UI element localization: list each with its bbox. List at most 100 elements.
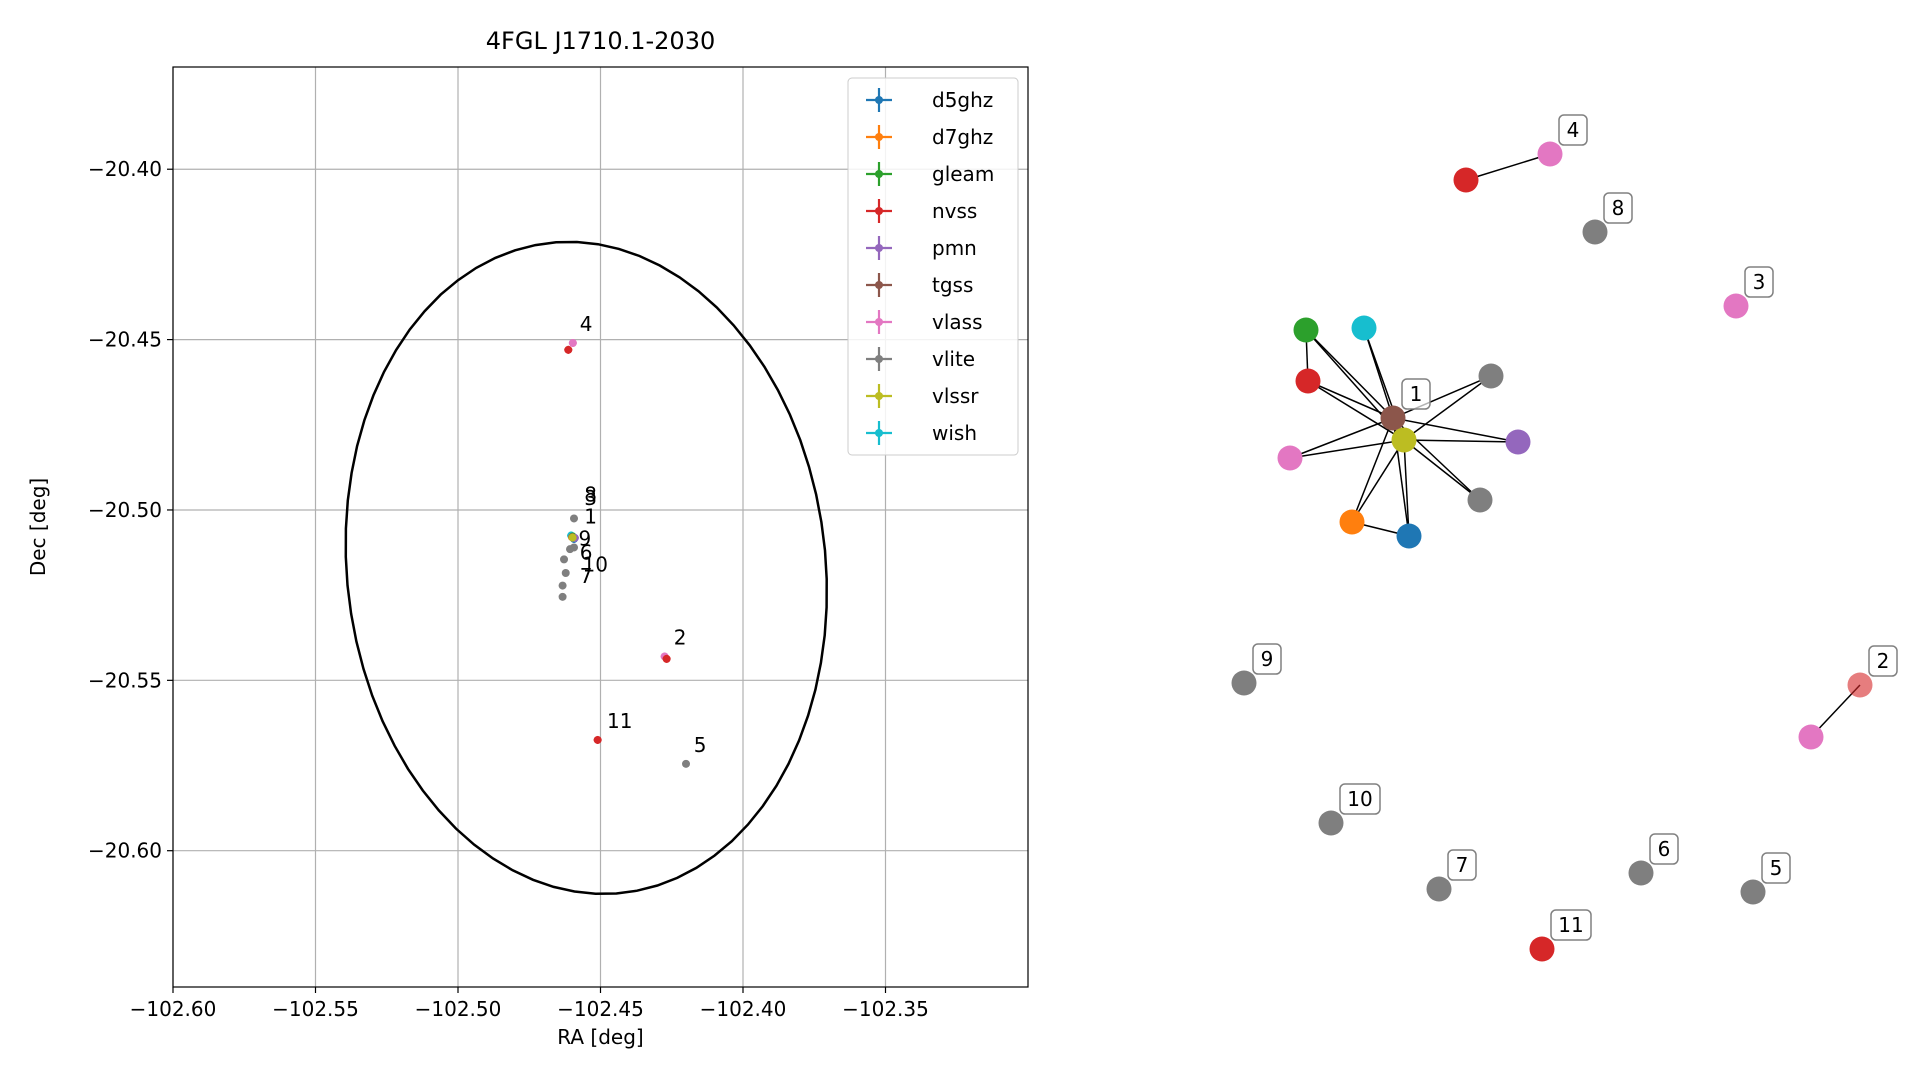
network-node-label-text: 7 [1456,853,1469,877]
network-node-nvss [1847,672,1873,698]
network-edge [1305,329,1394,419]
legend-item-d5ghz: d5ghz [866,88,993,112]
network-node-label-text: 1 [1410,382,1423,406]
y-ticks: −20.40 −20.45 −20.50 −20.55 −20.60 [88,157,173,863]
network-node-label: 7 [1447,849,1477,881]
network-edges [1289,153,1861,738]
network-node-label: 10 [1339,783,1381,815]
network-node-label: 1 [1401,378,1431,410]
source-label: 8 [584,482,597,506]
network-node-wish [1351,315,1377,341]
network-edge [1403,439,1519,443]
source-label: 3 [584,486,597,510]
network-node-d7ghz [1339,509,1365,535]
legend-item-wish: wish [866,421,977,445]
legend-label: vlssr [932,384,979,408]
network-node-label-text: 9 [1261,647,1274,671]
network-edge [1392,417,1519,443]
network-edge [1351,439,1405,523]
network-node-label-text: 2 [1877,649,1890,673]
network-node-labels: 1 4 8 3 9 2 10 7 6 5 11 [1252,114,1898,941]
network-node-vlass [1798,724,1824,750]
network-node-d5ghz [1396,523,1422,549]
source-point-vlite [682,759,690,768]
legend-item-nvss: nvss [866,199,977,223]
legend-label: d7ghz [932,125,993,149]
network-node-vlite [1478,363,1504,389]
source-point-vlite [561,569,570,577]
network-node-label-text: 10 [1347,787,1372,811]
source-point-nvss [662,654,671,663]
network-edge [1403,439,1410,537]
y-tick-label: −20.45 [88,328,162,352]
network-node-label: 3 [1744,266,1774,298]
network-node-vlite [1231,670,1257,696]
source-point-vlite [569,514,578,523]
y-axis-label: Dec [deg] [26,478,50,576]
source-label: 7 [580,564,593,588]
network-edge [1403,439,1481,501]
y-tick-label: −20.60 [88,839,162,863]
y-tick-label: −20.55 [88,668,162,692]
legend-item-vlssr: vlssr [866,384,979,408]
legend-item-d7ghz: d7ghz [866,125,993,149]
legend: d5ghz d7ghz gleam nvss pmn tgss vlass vlite vlss… [847,77,1019,456]
network-node-label-text: 11 [1558,913,1583,937]
network-node-vlite [1467,487,1493,513]
source-label: 4 [580,312,593,336]
source-label: 9 [579,527,592,551]
x-tick-label: −102.50 [415,997,502,1021]
y-tick-label: −20.50 [88,498,162,522]
network-edge [1307,380,1405,441]
legend-label: gleam [932,162,994,186]
network-node-vlass [1537,141,1563,167]
legend-label: vlass [932,310,983,334]
source-label: 5 [694,733,707,757]
source-point-vlite [560,555,569,564]
legend-item-vlite: vlite [866,347,975,371]
network-node-label-text: 5 [1770,856,1783,880]
network-node-label: 11 [1550,909,1592,941]
network-edge [1351,417,1394,523]
network-node-pmn [1505,429,1531,455]
source-point-vlite [566,545,575,554]
network-node-vlite [1426,876,1452,902]
network-node-tgss [1380,405,1406,431]
network-node-label-text: 4 [1567,118,1580,142]
x-tick-label: −102.45 [557,997,644,1021]
network-node-nvss [1453,167,1479,193]
x-tick-label: −102.55 [272,997,359,1021]
x-axis-label: RA [deg] [557,1025,643,1049]
network-edge [1289,417,1394,459]
network-node-label: 2 [1868,645,1898,677]
network-node-label-text: 6 [1658,837,1671,861]
network-node-label-text: 8 [1612,196,1625,220]
network-node-vlite [1628,860,1654,886]
x-ticks: −102.60 −102.55 −102.50 −102.45 −102.40 −102.… [130,987,929,1021]
network-node-nvss [1295,368,1321,394]
legend-label: vlite [932,347,975,371]
legend-box [847,77,1019,456]
source-point-vlite [558,581,567,590]
legend-label: wish [932,421,977,445]
legend-label: d5ghz [932,88,993,112]
network-node-gleam [1293,317,1319,343]
legend-item-gleam: gleam [866,162,994,186]
x-tick-label: −102.35 [842,997,929,1021]
legend-label: pmn [932,236,977,260]
network-node-vlass [1277,445,1303,471]
source-point-nvss [593,735,602,744]
source-label: 2 [674,626,687,650]
network-node-label: 9 [1252,643,1282,675]
legend-item-pmn: pmn [866,236,977,260]
source-point-nvss [564,345,573,354]
source-label: 11 [607,709,632,733]
network-edge [1465,153,1551,181]
network-edge [1403,375,1492,441]
network-node-label: 5 [1761,852,1791,884]
network-edge [1392,375,1492,419]
legend-label: nvss [932,199,977,223]
network-node-label: 6 [1649,833,1679,865]
network-node-label: 8 [1603,192,1633,224]
